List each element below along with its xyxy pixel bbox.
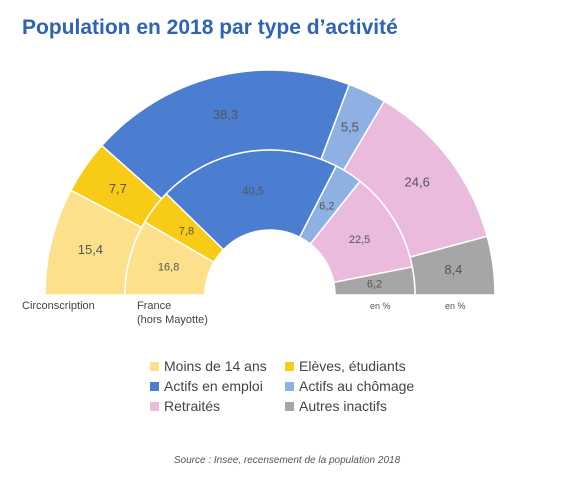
value-label: 15,4	[78, 242, 103, 257]
unit-label: en %	[445, 301, 466, 311]
legend-label: Retraités	[164, 398, 221, 414]
series-name: Circonscription	[22, 300, 95, 312]
value-label: 24,6	[405, 174, 430, 189]
value-label: 7,8	[179, 225, 194, 237]
legend-item: Moins de 14 ans	[150, 358, 285, 374]
legend-label: Elèves, étudiants	[299, 358, 406, 374]
legend-label: Moins de 14 ans	[164, 358, 267, 374]
value-label: 16,8	[158, 262, 179, 274]
legend-item: Elèves, étudiants	[285, 358, 435, 374]
legend-swatch	[285, 381, 294, 391]
value-label: 6,2	[367, 279, 382, 291]
legend-item: Autres inactifs	[285, 398, 435, 414]
legend-swatch	[150, 361, 159, 371]
value-label: 5,5	[341, 120, 359, 135]
legend-swatch	[150, 381, 159, 391]
source: Source : Insee, recensement de la popula…	[173, 455, 401, 466]
value-label: 7,7	[109, 181, 127, 196]
legend-swatch	[150, 401, 159, 411]
legend-item: Retraités	[150, 398, 285, 414]
value-label: 40,5	[242, 185, 263, 197]
chart: 15,4 7,7 38,3 5,5 24,6 8,4 16,8 7,8 40,5 6,2 22,5 6…	[44, 69, 496, 296]
segment	[332, 266, 416, 296]
legend-label: Autres inactifs	[299, 398, 387, 414]
legend-label: Actifs en emploi	[164, 378, 263, 394]
series-name: France (hors Mayotte)	[137, 300, 208, 326]
legend-item: Actifs au chômage	[285, 378, 435, 394]
unit-label: en %	[370, 301, 391, 311]
chart-title: Population en 2018 par type d’activité	[22, 16, 398, 39]
value-label: 22,5	[349, 234, 370, 246]
legend-item: Actifs en emploi	[150, 378, 285, 394]
value-label: 6,2	[319, 201, 334, 213]
legend-swatch	[285, 401, 294, 411]
legend: Moins de 14 ans Elèves, étudiants Actifs e…	[150, 358, 435, 414]
segment	[165, 149, 338, 251]
legend-swatch	[285, 361, 294, 371]
legend-label: Actifs au chômage	[299, 378, 415, 394]
value-label: 38,3	[213, 107, 238, 122]
value-label: 8,4	[444, 262, 462, 277]
